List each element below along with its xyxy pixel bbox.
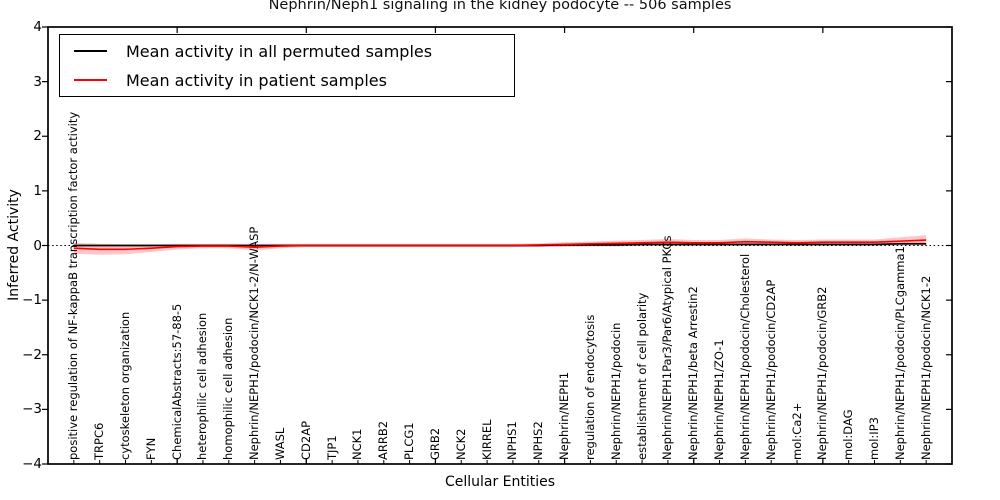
- y-tick-label: −4: [22, 456, 42, 472]
- y-tick-label: −1: [22, 292, 42, 309]
- patient-line-swatch: [74, 79, 107, 81]
- mean-line: [73, 239, 927, 251]
- y-tick-label: 2: [33, 128, 42, 145]
- y-tick-label: −2: [22, 346, 42, 363]
- legend: Mean activity in all permuted samples Me…: [59, 34, 515, 97]
- legend-item-permuted: Mean activity in all permuted samples: [60, 40, 514, 62]
- y-tick-label: 1: [33, 182, 42, 199]
- axes-frame: [47, 26, 953, 465]
- chart-title: Nephrin/Neph1 signaling in the kidney po…: [268, 0, 732, 13]
- permuted-line-swatch: [74, 50, 107, 52]
- legend-item-patient: Mean activity in patient samples: [60, 69, 514, 91]
- legend-label-permuted: Mean activity in all permuted samples: [126, 41, 433, 61]
- y-tick-label: 3: [33, 73, 42, 90]
- y-tick-label: 4: [33, 19, 42, 35]
- x-axis-label: Cellular Entities: [444, 474, 556, 490]
- legend-label-patient: Mean activity in patient samples: [126, 70, 387, 90]
- y-tick-label: 0: [33, 237, 42, 254]
- y-tick-label: −3: [22, 401, 42, 418]
